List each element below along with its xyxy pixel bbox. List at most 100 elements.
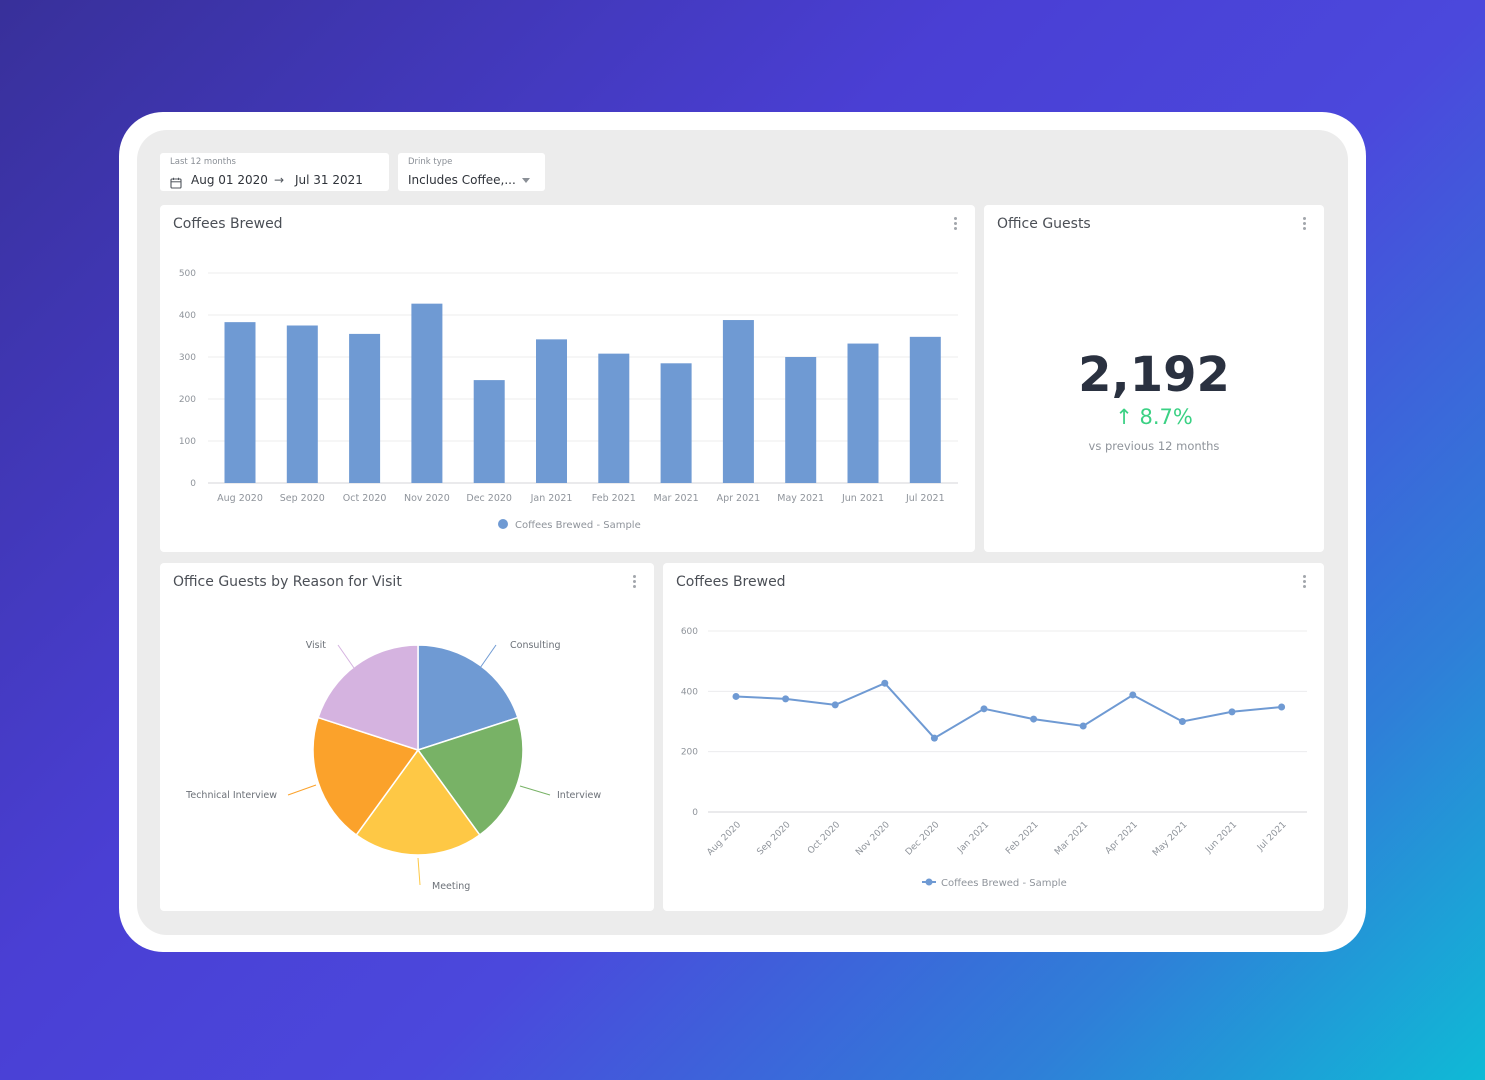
arrow-right-icon: →	[274, 173, 285, 187]
x-tick-label: Mar 2021	[1053, 820, 1090, 857]
line-chart: 0 200 400 600 Aug 2020 Sep 2020 Oct 2020 Nov 20…	[681, 627, 1307, 889]
panel-title: Coffees Brewed	[173, 216, 283, 232]
legend-label: Coffees Brewed - Sample	[515, 520, 641, 531]
line-point	[1129, 691, 1137, 699]
slice-label: Visit	[306, 640, 327, 651]
line-point	[1178, 718, 1186, 725]
bar	[722, 320, 754, 483]
pie-slice	[355, 748, 481, 856]
pie-chart: Consulting Interview Meeting Technical Inte…	[185, 640, 601, 892]
line-point	[1228, 708, 1236, 716]
y-tick-label: 400	[179, 311, 196, 321]
bar	[847, 343, 879, 483]
slice-leader-line	[519, 785, 551, 796]
bar	[349, 333, 381, 483]
line-point	[1079, 722, 1087, 730]
x-tick-label: Sep 2020	[280, 493, 325, 504]
series-line	[735, 681, 1282, 740]
more-vertical-icon[interactable]	[633, 575, 637, 591]
y-tick-label: 200	[681, 748, 698, 758]
bar	[473, 380, 505, 483]
bar	[224, 322, 256, 483]
office-guests-kpi-panel: Office Guests 2,192 ↑ 8.7% vs previous 1…	[984, 205, 1324, 552]
panel-title: Coffees Brewed	[676, 574, 786, 590]
bar	[598, 353, 630, 483]
guests-by-reason-pie-panel: Office Guests by Reason for Visit Consul…	[160, 563, 654, 911]
legend-marker	[925, 878, 933, 886]
x-tick-label: May 2021	[1151, 820, 1189, 858]
date-range-filter[interactable]: Last 12 months Aug 01 2020 → Jul 31 2021	[160, 153, 389, 191]
kpi-change: ↑ 8.7%	[1115, 405, 1193, 429]
bar	[536, 339, 567, 483]
legend-marker	[498, 519, 508, 529]
slice-label: Interview	[557, 790, 601, 801]
y-tick-label: 300	[179, 353, 196, 363]
more-vertical-icon[interactable]	[1303, 217, 1307, 233]
bar-chart: 0 100 200 300 400 500 Aug 2020 Sep 2020 Oct 2020…	[179, 269, 958, 531]
legend-label: Coffees Brewed - Sample	[941, 878, 1067, 889]
y-tick-label: 400	[681, 687, 698, 697]
x-tick-label: Jan 2021	[530, 493, 573, 504]
drink-type-label: Drink type	[408, 157, 453, 167]
x-tick-label: Dec 2020	[466, 493, 512, 504]
line-point	[881, 679, 889, 687]
coffees-brewed-line-panel: Coffees Brewed 0 200 400 600 Aug 2020 Sep 202…	[663, 563, 1324, 911]
x-tick-label: Aug 2020	[217, 493, 263, 504]
x-tick-label: Mar 2021	[654, 493, 699, 504]
slice-label: Meeting	[432, 881, 470, 892]
x-tick-label: Feb 2021	[592, 493, 636, 504]
bar	[411, 303, 443, 483]
slice-leader-line	[479, 644, 497, 669]
x-tick-label: Jun 2021	[1203, 820, 1239, 856]
bar	[909, 336, 941, 483]
x-tick-label: Apr 2021	[717, 493, 761, 504]
x-tick-label: Jan 2021	[955, 820, 991, 856]
x-tick-label: Nov 2020	[854, 820, 892, 858]
date-range-start: Aug 01 2020	[191, 173, 268, 187]
pie-slice	[317, 644, 419, 752]
x-tick-label: May 2021	[777, 493, 824, 504]
slice-leader-line	[337, 644, 355, 669]
more-vertical-icon[interactable]	[1303, 575, 1307, 591]
line-point	[930, 734, 938, 742]
y-tick-label: 500	[179, 269, 196, 279]
slice-leader-line	[417, 857, 421, 886]
x-tick-label: Jun 2021	[841, 493, 884, 504]
y-tick-label: 0	[692, 808, 698, 818]
pie-slice	[416, 716, 524, 836]
x-tick-label: Sep 2020	[755, 820, 792, 857]
y-tick-label: 100	[179, 437, 196, 447]
line-point	[782, 695, 790, 703]
slice-leader-line	[287, 784, 317, 796]
calendar-icon	[170, 174, 182, 189]
date-range-end: Jul 31 2021	[295, 173, 363, 187]
caret-down-icon[interactable]	[522, 169, 530, 183]
slice-label: Consulting	[510, 640, 561, 651]
line-point	[1278, 703, 1286, 711]
slice-label: Technical Interview	[185, 790, 277, 801]
drink-type-filter[interactable]: Drink type Includes Coffee,...	[398, 153, 545, 191]
y-tick-label: 200	[179, 395, 196, 405]
panel-title: Office Guests	[997, 216, 1091, 232]
x-tick-label: Nov 2020	[404, 493, 450, 504]
bar	[785, 357, 817, 483]
coffees-brewed-bar-panel: Coffees Brewed 0 100 200 300 400 500 Aug 2020 S…	[160, 205, 975, 552]
x-tick-label: Feb 2021	[1004, 820, 1041, 857]
x-tick-label: Oct 2020	[806, 820, 842, 856]
x-tick-label: Oct 2020	[343, 493, 387, 504]
pie-slice	[417, 644, 519, 752]
bar	[286, 325, 318, 483]
x-tick-label: Dec 2020	[904, 820, 942, 858]
kpi-caption: vs previous 12 months	[1088, 439, 1220, 453]
panel-title: Office Guests by Reason for Visit	[173, 574, 402, 590]
line-point	[980, 705, 988, 713]
pie-slice	[312, 716, 420, 836]
y-tick-label: 0	[190, 479, 196, 489]
x-tick-label: Jul 2021	[1255, 820, 1289, 854]
kpi-value: 2,192	[1078, 347, 1230, 403]
line-point	[831, 701, 839, 709]
x-tick-label: Jul 2021	[905, 493, 945, 504]
more-vertical-icon[interactable]	[954, 217, 958, 233]
date-range-label: Last 12 months	[170, 157, 236, 167]
drink-type-value: Includes Coffee,...	[408, 173, 516, 187]
